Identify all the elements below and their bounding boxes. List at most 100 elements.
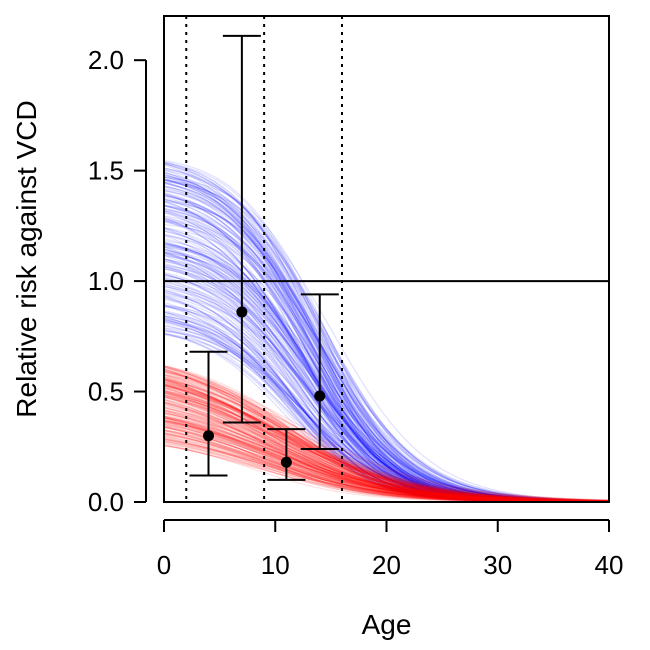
series-1-draw xyxy=(164,433,609,502)
series-1-draw xyxy=(164,416,609,502)
series-1-draw xyxy=(164,410,609,502)
series-0-draw xyxy=(164,241,609,502)
series-0-draw xyxy=(164,295,609,502)
series-1-draw xyxy=(164,365,609,502)
data-point-group xyxy=(222,34,261,424)
series-0-draw xyxy=(164,161,609,502)
series-1-draw xyxy=(164,411,609,502)
series-1-draw xyxy=(164,440,609,502)
series-0-draw xyxy=(164,194,609,502)
series-1-draw xyxy=(164,403,609,502)
axes: 0 10 20 30 40 0.0 0.5 1.0 1.5 2.0 xyxy=(88,45,624,580)
series-0-draw xyxy=(164,230,609,502)
series-1-draw xyxy=(164,408,609,502)
series-1-draw xyxy=(164,392,609,502)
series-1-draw xyxy=(164,405,609,502)
series-1-draw xyxy=(164,368,609,502)
series-1-draw xyxy=(164,394,609,502)
series-0-draw xyxy=(164,199,609,502)
series-0-draw xyxy=(164,266,609,502)
series-1-draw xyxy=(164,440,609,502)
series-0-draw xyxy=(164,280,609,502)
series-0-draw xyxy=(164,189,609,502)
series-1-draw xyxy=(164,438,609,502)
series-1-draw xyxy=(164,385,609,501)
series-0-draw xyxy=(164,290,609,502)
series-0-draw xyxy=(164,164,609,502)
series-1-draw xyxy=(164,378,609,502)
series-1-draw xyxy=(164,438,609,502)
series-0-draw xyxy=(164,192,609,502)
series-1-draw xyxy=(164,387,609,502)
series-1-draw xyxy=(164,395,609,502)
series-1-draw xyxy=(164,417,609,502)
series-0-draw xyxy=(164,171,609,502)
series-1-draw xyxy=(164,378,609,502)
series-1-draw xyxy=(164,424,609,502)
series-1-draw xyxy=(164,366,609,501)
series-1-draw xyxy=(164,365,609,502)
series-1-draw xyxy=(164,407,609,502)
series-1-draw xyxy=(164,394,609,502)
series-1-draw xyxy=(164,426,609,502)
series-0-draw xyxy=(164,169,609,502)
series-1-draw xyxy=(164,426,609,502)
series-0-draw xyxy=(164,234,609,502)
data-point-group xyxy=(300,293,339,450)
series-1-draw xyxy=(164,416,609,502)
series-0-draw xyxy=(164,195,609,502)
series-0-draw xyxy=(164,215,609,502)
series-1-draw xyxy=(164,379,609,502)
series-1-draw xyxy=(164,385,609,502)
y-tick-label: 1.0 xyxy=(88,266,124,296)
series-0-draw xyxy=(164,162,609,502)
series-1-draw xyxy=(164,374,609,502)
series-0-draw xyxy=(164,304,609,502)
series-0-draw xyxy=(164,244,609,502)
x-tick-label: 10 xyxy=(261,550,290,580)
series-0-draw xyxy=(164,172,609,502)
series-1-draw xyxy=(164,392,609,502)
series-1-draw xyxy=(164,369,609,502)
series-0-draw xyxy=(164,211,609,502)
series-0-draw xyxy=(164,227,609,502)
series-0-draw xyxy=(164,198,609,502)
series-0-draw xyxy=(164,173,609,502)
series-1-draw xyxy=(164,384,609,502)
series-0-draw xyxy=(164,217,609,502)
series-1-draw xyxy=(164,365,609,502)
series-0-draw xyxy=(164,220,609,502)
series-0-draw xyxy=(164,230,609,502)
series-1-draw xyxy=(164,387,609,502)
series-1-draw xyxy=(164,383,609,502)
series-1-draw xyxy=(164,402,609,502)
series-0-draw xyxy=(164,301,609,502)
series-1-draw xyxy=(164,399,609,502)
series-0-draw xyxy=(164,248,609,502)
series-1-draw xyxy=(164,442,609,502)
series-1-draw xyxy=(164,401,609,502)
series-0-draw xyxy=(164,178,609,502)
series-0-draw xyxy=(164,163,609,502)
series-1-draw xyxy=(164,391,609,502)
series-1-draw xyxy=(164,394,609,502)
series-1-draw xyxy=(164,423,609,502)
series-0-draw xyxy=(164,221,609,502)
series-0-draw xyxy=(164,193,609,502)
series-0-draw xyxy=(164,182,609,502)
series-0-draw xyxy=(164,317,609,502)
series-0-draw xyxy=(164,220,609,502)
series-1-draw xyxy=(164,369,609,502)
series-0-draw xyxy=(164,185,609,502)
series-0-draw xyxy=(164,198,609,502)
series-0-draw xyxy=(164,185,609,502)
y-tick-label: 0.0 xyxy=(88,487,124,517)
series-0-draw xyxy=(164,268,609,502)
series-1-draw xyxy=(164,366,609,502)
series-0-draw xyxy=(164,251,609,502)
series-1-draw xyxy=(164,416,609,502)
series-1-draw xyxy=(164,390,609,502)
data-point xyxy=(203,430,214,442)
series-1-draw xyxy=(164,386,609,502)
series-1-draw xyxy=(164,394,609,502)
